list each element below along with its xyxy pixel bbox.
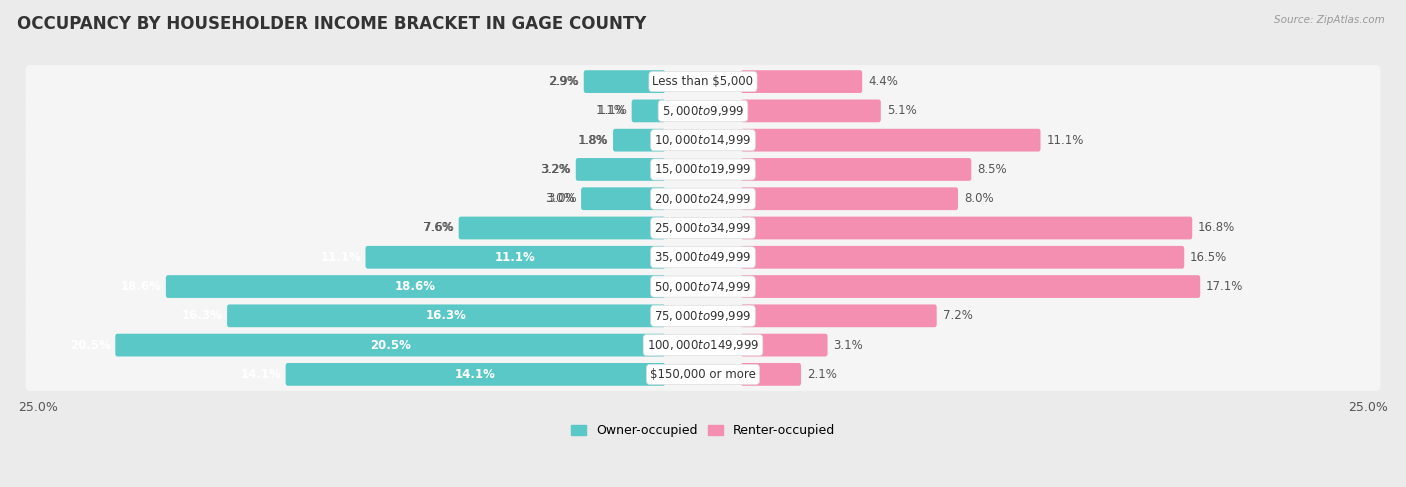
Text: $20,000 to $24,999: $20,000 to $24,999 bbox=[654, 192, 752, 206]
FancyBboxPatch shape bbox=[25, 299, 1381, 333]
Text: 14.1%: 14.1% bbox=[456, 368, 496, 381]
FancyBboxPatch shape bbox=[741, 363, 801, 386]
Text: 3.1%: 3.1% bbox=[834, 338, 863, 352]
Text: 2.9%: 2.9% bbox=[548, 75, 578, 88]
FancyBboxPatch shape bbox=[25, 153, 1381, 186]
FancyBboxPatch shape bbox=[613, 129, 665, 151]
FancyBboxPatch shape bbox=[741, 217, 1192, 240]
FancyBboxPatch shape bbox=[25, 124, 1381, 157]
Text: 2.1%: 2.1% bbox=[807, 368, 837, 381]
FancyBboxPatch shape bbox=[741, 304, 936, 327]
FancyBboxPatch shape bbox=[741, 275, 1201, 298]
Text: 16.3%: 16.3% bbox=[426, 309, 467, 322]
Text: 5.1%: 5.1% bbox=[887, 104, 917, 117]
FancyBboxPatch shape bbox=[631, 99, 665, 122]
Text: $75,000 to $99,999: $75,000 to $99,999 bbox=[654, 309, 752, 323]
Text: 8.0%: 8.0% bbox=[965, 192, 994, 205]
FancyBboxPatch shape bbox=[25, 182, 1381, 215]
Text: 16.5%: 16.5% bbox=[1189, 251, 1227, 264]
Legend: Owner-occupied, Renter-occupied: Owner-occupied, Renter-occupied bbox=[567, 419, 839, 442]
Text: 3.0%: 3.0% bbox=[547, 192, 576, 205]
FancyBboxPatch shape bbox=[366, 246, 665, 269]
Text: 2.9%: 2.9% bbox=[550, 75, 579, 88]
FancyBboxPatch shape bbox=[583, 70, 665, 93]
Text: 4.4%: 4.4% bbox=[868, 75, 898, 88]
FancyBboxPatch shape bbox=[741, 99, 880, 122]
Text: 8.5%: 8.5% bbox=[977, 163, 1007, 176]
Text: 17.1%: 17.1% bbox=[1206, 280, 1243, 293]
Text: 16.8%: 16.8% bbox=[1198, 222, 1236, 235]
FancyBboxPatch shape bbox=[228, 304, 665, 327]
FancyBboxPatch shape bbox=[741, 246, 1184, 269]
FancyBboxPatch shape bbox=[741, 129, 1040, 151]
FancyBboxPatch shape bbox=[25, 65, 1381, 98]
FancyBboxPatch shape bbox=[741, 70, 862, 93]
Text: 7.6%: 7.6% bbox=[423, 222, 453, 235]
Text: $50,000 to $74,999: $50,000 to $74,999 bbox=[654, 280, 752, 294]
FancyBboxPatch shape bbox=[25, 241, 1381, 274]
Text: $10,000 to $14,999: $10,000 to $14,999 bbox=[654, 133, 752, 147]
FancyBboxPatch shape bbox=[458, 217, 665, 240]
Text: 18.6%: 18.6% bbox=[395, 280, 436, 293]
Text: 1.8%: 1.8% bbox=[578, 133, 607, 147]
Text: 1.1%: 1.1% bbox=[596, 104, 626, 117]
Text: 16.3%: 16.3% bbox=[181, 309, 222, 322]
Text: $25,000 to $34,999: $25,000 to $34,999 bbox=[654, 221, 752, 235]
Text: 7.6%: 7.6% bbox=[425, 222, 454, 235]
FancyBboxPatch shape bbox=[285, 363, 665, 386]
FancyBboxPatch shape bbox=[25, 94, 1381, 128]
Text: 3.2%: 3.2% bbox=[540, 163, 569, 176]
Text: 20.5%: 20.5% bbox=[370, 338, 411, 352]
Text: 1.8%: 1.8% bbox=[579, 133, 609, 147]
Text: Source: ZipAtlas.com: Source: ZipAtlas.com bbox=[1274, 15, 1385, 25]
Text: $100,000 to $149,999: $100,000 to $149,999 bbox=[647, 338, 759, 352]
FancyBboxPatch shape bbox=[25, 211, 1381, 244]
FancyBboxPatch shape bbox=[25, 329, 1381, 362]
Text: 14.1%: 14.1% bbox=[240, 368, 281, 381]
FancyBboxPatch shape bbox=[25, 270, 1381, 303]
Text: 1.1%: 1.1% bbox=[598, 104, 627, 117]
FancyBboxPatch shape bbox=[576, 158, 665, 181]
Text: $150,000 or more: $150,000 or more bbox=[650, 368, 756, 381]
FancyBboxPatch shape bbox=[166, 275, 665, 298]
Text: 20.5%: 20.5% bbox=[70, 338, 111, 352]
Text: 7.2%: 7.2% bbox=[942, 309, 973, 322]
FancyBboxPatch shape bbox=[741, 187, 957, 210]
FancyBboxPatch shape bbox=[741, 158, 972, 181]
FancyBboxPatch shape bbox=[741, 334, 828, 356]
Text: Less than $5,000: Less than $5,000 bbox=[652, 75, 754, 88]
FancyBboxPatch shape bbox=[25, 358, 1381, 391]
Text: 18.6%: 18.6% bbox=[121, 280, 162, 293]
Text: $5,000 to $9,999: $5,000 to $9,999 bbox=[662, 104, 744, 118]
FancyBboxPatch shape bbox=[581, 187, 665, 210]
Text: $15,000 to $19,999: $15,000 to $19,999 bbox=[654, 163, 752, 176]
Text: 3.2%: 3.2% bbox=[541, 163, 571, 176]
Text: OCCUPANCY BY HOUSEHOLDER INCOME BRACKET IN GAGE COUNTY: OCCUPANCY BY HOUSEHOLDER INCOME BRACKET … bbox=[17, 15, 647, 33]
Text: $35,000 to $49,999: $35,000 to $49,999 bbox=[654, 250, 752, 264]
Text: 3.0%: 3.0% bbox=[546, 192, 575, 205]
FancyBboxPatch shape bbox=[115, 334, 665, 356]
Text: 11.1%: 11.1% bbox=[321, 251, 361, 264]
Text: 11.1%: 11.1% bbox=[495, 251, 536, 264]
Text: 11.1%: 11.1% bbox=[1046, 133, 1084, 147]
